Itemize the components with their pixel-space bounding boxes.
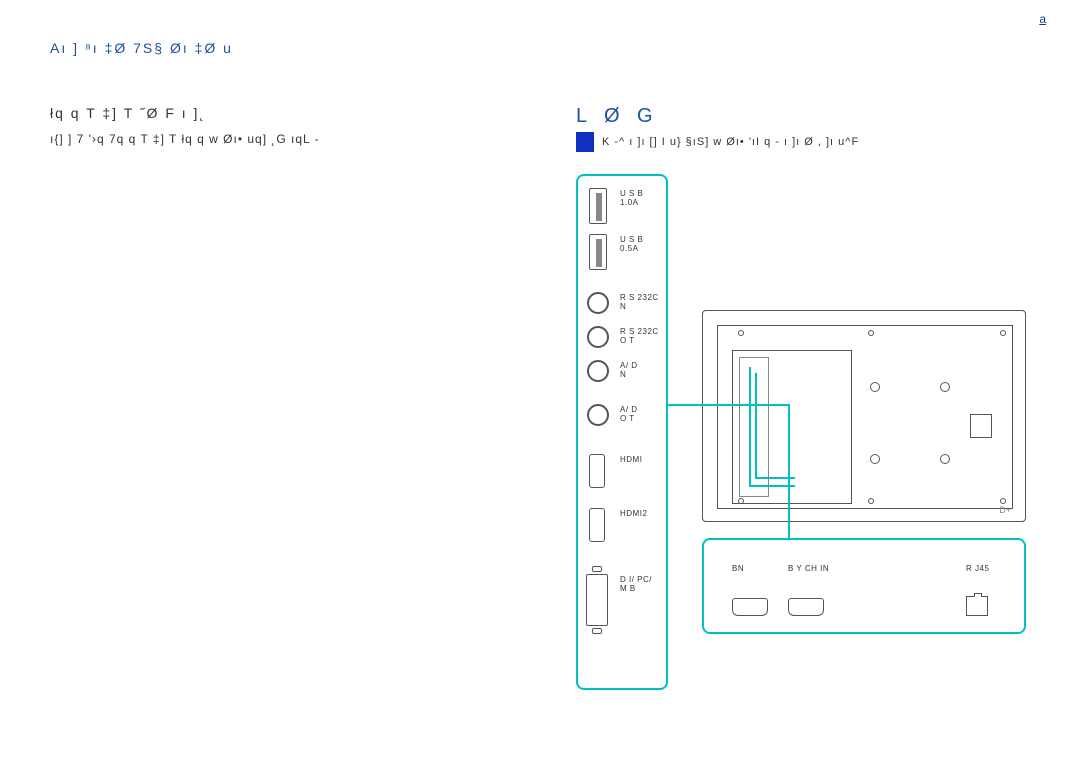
usb-port — [589, 188, 607, 224]
jack-port — [587, 292, 609, 314]
port-label: HDMI — [620, 456, 642, 465]
link-line — [788, 404, 790, 538]
hdmi-port — [589, 508, 605, 542]
rear-device-diagram: D+ — [702, 310, 1026, 522]
rj45-port — [966, 596, 988, 616]
port-label: A/ DN — [620, 362, 638, 380]
port-label: BN — [732, 564, 744, 573]
note-marker — [576, 132, 594, 152]
rear-badge: D+ — [999, 505, 1011, 515]
port-label: R S 232CN — [620, 294, 659, 312]
vesa-hole — [870, 454, 880, 464]
port-label: U S B1.0A — [620, 190, 643, 208]
note-text: K -^ ı ]ı [] I u} §ıS] w Øı• 'ıI q - ı ]… — [594, 132, 867, 152]
dvi-port — [586, 574, 608, 626]
rear-port-strip — [732, 350, 852, 504]
jack-port — [587, 404, 609, 426]
screw-hole — [1000, 498, 1006, 504]
vesa-hole — [870, 382, 880, 392]
port-label: U S B0.5A — [620, 236, 643, 254]
connector-panel: U S B1.0A U S B0.5A R S 232CN R S 232CO T A/… — [576, 174, 668, 690]
page-number: a — [1039, 12, 1046, 26]
note-bar: K -^ ı ]ı [] I u} §ıS] w Øı• 'ıI q - ı ]… — [576, 132, 867, 152]
link-line — [668, 404, 734, 406]
port-label: R S 232CO T — [620, 328, 659, 346]
displayport — [732, 598, 768, 616]
rear-inner-frame — [717, 325, 1013, 509]
section-title: łq q T ‡] T ˝Ø F ı ]˛ — [50, 105, 206, 121]
port-label: HDMI2 — [620, 510, 647, 519]
cable-path — [755, 373, 757, 479]
rear-module — [970, 414, 992, 438]
screw-hole — [738, 498, 744, 504]
hdmi-port — [589, 454, 605, 488]
bottom-connector-panel: BN B Y CH IN R J45 — [702, 538, 1026, 634]
jack-port — [587, 360, 609, 382]
usb-port — [589, 234, 607, 270]
jack-port — [587, 326, 609, 348]
port-label: A/ DO T — [620, 406, 638, 424]
port-label: R J45 — [966, 564, 989, 573]
screw-hole — [868, 498, 874, 504]
vesa-hole — [940, 454, 950, 464]
vesa-hole — [940, 382, 950, 392]
displayport — [788, 598, 824, 616]
screw-hole — [1000, 330, 1006, 336]
cable-path — [749, 367, 751, 487]
link-line — [732, 404, 788, 406]
port-label: B Y CH IN — [788, 564, 829, 573]
section-description: ı{] ] 7 '›q 7q q T ‡] T łq q w Øı• uq] ˛… — [50, 132, 320, 146]
screw-hole — [868, 330, 874, 336]
chapter-title: Aı ] ⁸ı ‡Ø 7S§ Øı ‡Ø u — [50, 40, 233, 56]
screw-hole — [738, 330, 744, 336]
right-heading: L Ø G — [576, 105, 659, 128]
strip-inner — [739, 357, 769, 497]
port-label: D I/ PC/M B — [620, 576, 652, 594]
